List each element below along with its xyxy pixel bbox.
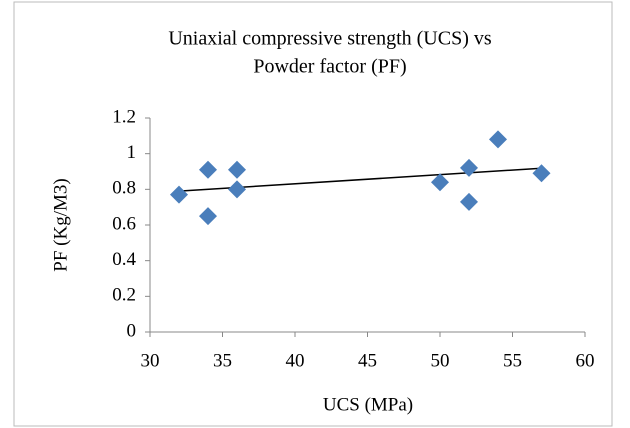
y-tick-label: 0.4	[112, 249, 136, 270]
x-tick-label: 30	[141, 350, 160, 371]
point	[228, 160, 246, 179]
x-tick-label: 40	[286, 350, 305, 371]
y-tick-label: 0.6	[112, 213, 136, 234]
point	[228, 180, 246, 199]
point	[532, 164, 551, 183]
chart-title: Uniaxial compressive strength (UCS) vs	[168, 28, 491, 50]
y-tick-label: 0.8	[112, 178, 136, 199]
point	[431, 173, 449, 192]
y-tick-label: 0	[127, 320, 137, 341]
point	[170, 185, 188, 204]
point	[460, 192, 478, 211]
y-axis-label: PF (Kg/M3)	[50, 178, 71, 271]
point	[489, 130, 507, 149]
point	[460, 158, 478, 177]
chart-frame	[13, 1, 613, 427]
x-tick-label: 50	[431, 350, 450, 371]
point	[199, 207, 217, 226]
point	[199, 160, 217, 179]
y-tick-label: 1.2	[112, 106, 136, 127]
x-tick-label: 55	[503, 350, 522, 371]
x-tick-label: 60	[576, 350, 595, 371]
x-axis-label: UCS (MPa)	[323, 394, 413, 415]
x-tick-label: 45	[358, 350, 377, 371]
y-tick-label: 1	[127, 142, 137, 163]
x-tick-label: 35	[213, 350, 232, 371]
y-tick-label: 0.2	[112, 285, 136, 306]
chart-title: Powder factor (PF)	[253, 56, 406, 78]
